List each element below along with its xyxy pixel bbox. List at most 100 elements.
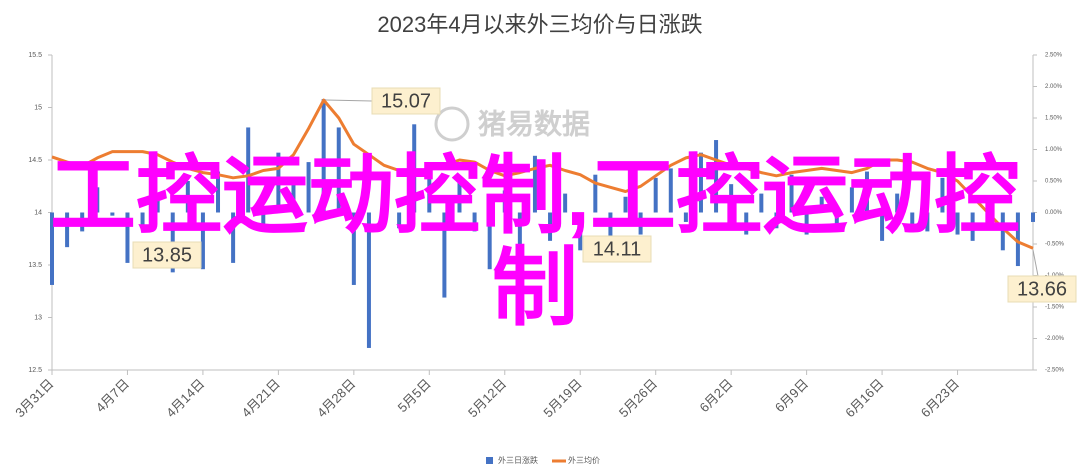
bar (321, 99, 326, 213)
bar (940, 177, 945, 213)
callout-box (1007, 275, 1077, 303)
bar (65, 212, 70, 248)
y-tick-label: 12.5 (28, 367, 42, 374)
bar (276, 152, 281, 213)
bar (412, 124, 417, 213)
bar (140, 212, 145, 229)
bar (683, 212, 688, 222)
y-tick-label: 13 (34, 314, 42, 321)
y2-tick-label: 2.00% (1045, 84, 1063, 90)
bar (789, 174, 794, 213)
bar (714, 140, 719, 213)
bar (382, 187, 387, 213)
bar (578, 212, 583, 251)
bar (985, 199, 990, 213)
callout-box (582, 235, 652, 263)
y2-tick-label: 0.50% (1045, 179, 1063, 185)
bar (729, 184, 734, 213)
y2-tick-label: -2.00% (1045, 336, 1065, 342)
line (51, 98, 1034, 250)
callout-label: 15.07 (381, 90, 431, 112)
bar (744, 212, 749, 235)
bar (955, 212, 960, 235)
bar (895, 193, 900, 213)
bar (819, 196, 824, 213)
bar (608, 212, 613, 238)
bar (653, 177, 658, 213)
callout-leader (325, 99, 373, 102)
bar (774, 212, 779, 229)
watermark-icon (434, 106, 470, 142)
callout-label: 14.11 (593, 238, 642, 260)
bar (397, 212, 402, 229)
bar (336, 127, 341, 213)
bar (880, 212, 885, 241)
y2-tick-label: 0.00% (1045, 210, 1063, 216)
bar (216, 171, 221, 213)
y-tick-label: 15 (34, 104, 42, 111)
watermark: 猪易数据 (478, 108, 590, 139)
y2-tick-label: 1.50% (1045, 116, 1063, 122)
bar (532, 155, 537, 213)
legend-label: 外三均价 (568, 455, 600, 465)
bar (351, 212, 356, 285)
bar (970, 212, 975, 241)
bar (910, 212, 915, 232)
bar (804, 212, 809, 235)
bar (457, 177, 462, 213)
bar (925, 212, 930, 232)
bar (563, 193, 568, 213)
bar (306, 162, 311, 213)
callout-label: 13.85 (142, 244, 192, 266)
bar (80, 212, 85, 232)
y-tick-label: 14.5 (28, 157, 42, 164)
bar (623, 196, 628, 213)
bar (50, 212, 54, 285)
bar (261, 212, 266, 229)
bar (231, 212, 236, 263)
y2-tick-label: 1.00% (1045, 147, 1063, 153)
bar (849, 187, 854, 213)
y2-tick-label: 2.50% (1045, 53, 1063, 59)
bar (593, 174, 598, 213)
callout-box (132, 241, 202, 269)
bar (698, 152, 703, 213)
bar (668, 168, 673, 213)
bar (759, 193, 764, 213)
callout-leader (1032, 249, 1039, 277)
legend-swatch (486, 457, 493, 464)
watermark-group: 猪易数据 (434, 106, 590, 142)
callout-box (371, 87, 441, 115)
bar (366, 212, 371, 348)
bar (442, 212, 447, 298)
y-tick-label: 15.5 (28, 52, 42, 59)
bar (487, 212, 492, 270)
bar (472, 212, 477, 232)
bar (834, 212, 839, 226)
chart-title: 2023年4月以来外三均价与日涨跌 (377, 12, 702, 37)
bar (95, 187, 100, 213)
bar (548, 212, 553, 241)
y-tick-label: 13.5 (28, 262, 42, 269)
y2-tick-label: -0.50% (1045, 242, 1065, 248)
bar (125, 212, 130, 263)
bar (502, 190, 507, 213)
bar (1000, 212, 1005, 251)
callout-label: 13.66 (1017, 278, 1067, 300)
y-tick-label: 14 (34, 209, 42, 216)
bar (110, 212, 115, 216)
bar (1015, 212, 1020, 267)
y2-tick-label: -2.50% (1045, 368, 1065, 374)
y2-tick-label: -1.50% (1045, 305, 1065, 311)
legend-label: 外三日涨跌 (498, 455, 538, 465)
bar (155, 193, 160, 213)
overlay-text: 工控运动控制,工控运动控制 (50, 148, 1020, 336)
bar (291, 177, 296, 213)
bar (864, 171, 869, 213)
bar (1031, 212, 1035, 222)
bar (246, 127, 251, 213)
bar (638, 212, 643, 235)
